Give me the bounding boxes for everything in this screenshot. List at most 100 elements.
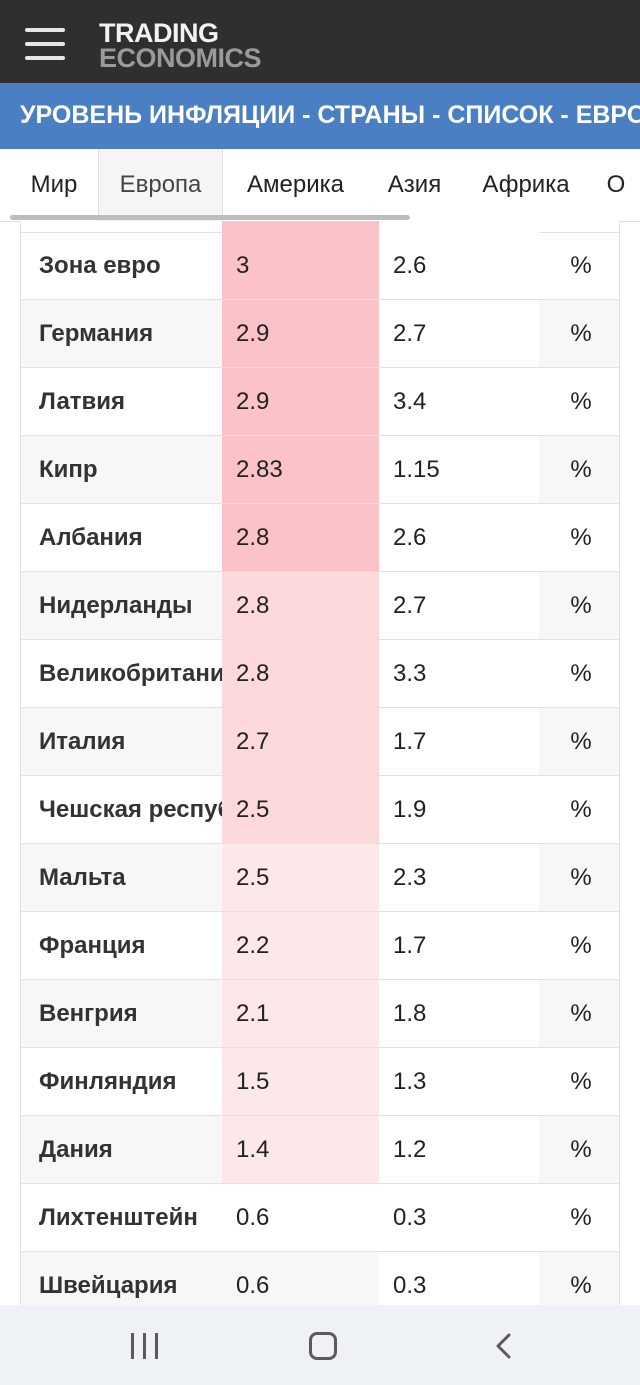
- unit-cell: %: [570, 456, 592, 483]
- unit-cell: %: [570, 1000, 592, 1027]
- back-icon[interactable]: [494, 1333, 512, 1359]
- tab-america[interactable]: Америка: [247, 171, 344, 198]
- last-value-cell: 2.1: [222, 980, 379, 1047]
- previous-value-cell: 2.3: [379, 844, 539, 911]
- last-value-cell: 2.9: [222, 368, 379, 435]
- trading-economics-logo[interactable]: TRADING ECONOMICS: [99, 18, 262, 73]
- unit-cell: %: [570, 660, 592, 687]
- tab-other[interactable]: О: [606, 171, 626, 198]
- heat-cell-partial: [222, 221, 379, 232]
- system-navigation-bar: [0, 1305, 640, 1385]
- table-row[interactable]: Дания 1.4 1.2%: [20, 1116, 620, 1184]
- unit-cell: %: [570, 388, 592, 415]
- home-icon[interactable]: [309, 1332, 337, 1360]
- last-value-cell: 2.9: [222, 300, 379, 367]
- previous-value-cell: 1.7: [379, 912, 539, 979]
- country-cell[interactable]: Албания: [39, 524, 143, 551]
- logo-line-trading: TRADING: [99, 18, 219, 48]
- table-row[interactable]: Лихтенштейн 0.6 0.3%: [20, 1184, 620, 1252]
- country-cell[interactable]: Мальта: [39, 864, 126, 891]
- table-row[interactable]: Албания 2.8 2.6%: [20, 504, 620, 572]
- country-cell[interactable]: Великобритания: [39, 660, 222, 687]
- last-value-cell: 2.8: [222, 504, 379, 571]
- table-row[interactable]: Зона евро 3 2.6%: [20, 232, 620, 300]
- table-row[interactable]: Мальта 2.5 2.3%: [20, 844, 620, 912]
- last-value-cell: 0.6: [236, 1204, 270, 1231]
- table-row[interactable]: Франция 2.2 1.7%: [20, 912, 620, 980]
- country-cell[interactable]: Кипр: [39, 456, 98, 483]
- table-row[interactable]: Кипр 2.83 1.15%: [20, 436, 620, 504]
- country-cell[interactable]: Италия: [39, 728, 126, 755]
- unit-cell: %: [570, 524, 592, 551]
- table-row[interactable]: Швейцария 0.6 0.3%: [20, 1252, 620, 1305]
- unit-cell: %: [570, 320, 592, 347]
- tab-europe[interactable]: Европа: [98, 149, 223, 221]
- last-value-cell: 2.8: [222, 640, 379, 707]
- page-title: УРОВЕНЬ ИНФЛЯЦИИ - СТРАНЫ - СПИСОК - ЕВР…: [20, 101, 640, 129]
- last-value-cell: 0.6: [236, 1272, 270, 1299]
- unit-cell: %: [570, 592, 592, 619]
- previous-value-cell: 3.3: [379, 640, 539, 707]
- unit-cell: %: [570, 932, 592, 959]
- last-value-cell: 1.5: [222, 1048, 379, 1115]
- country-cell[interactable]: Зона евро: [39, 252, 161, 279]
- previous-value-cell: 3.4: [379, 368, 539, 435]
- last-value-cell: 2.5: [222, 844, 379, 911]
- country-cell[interactable]: Франция: [39, 932, 146, 959]
- previous-value-cell: 1.2: [379, 1116, 539, 1183]
- unit-cell: %: [570, 1136, 592, 1163]
- last-value-cell: 2.7: [222, 708, 379, 775]
- country-cell[interactable]: Чешская республика: [39, 796, 222, 823]
- unit-cell: %: [570, 252, 592, 279]
- previous-value-cell: 1.7: [379, 708, 539, 775]
- unit-cell: %: [570, 728, 592, 755]
- previous-value-cell: 0.3: [379, 1184, 539, 1251]
- country-cell[interactable]: Германия: [39, 320, 154, 347]
- tab-world[interactable]: Мир: [30, 171, 78, 198]
- previous-value-cell: 1.8: [379, 980, 539, 1047]
- tab-asia[interactable]: Азия: [387, 171, 442, 198]
- recent-apps-icon[interactable]: [131, 1333, 158, 1359]
- tab-africa[interactable]: Африка: [482, 171, 570, 198]
- last-value-cell: 2.83: [222, 436, 379, 503]
- unit-cell: %: [570, 1068, 592, 1095]
- country-cell[interactable]: Лихтенштейн: [39, 1204, 198, 1231]
- country-cell[interactable]: Латвия: [39, 388, 126, 415]
- country-cell[interactable]: Венгрия: [39, 1000, 138, 1027]
- last-value-cell: 3: [222, 232, 379, 299]
- previous-value-cell: 0.3: [379, 1252, 539, 1305]
- last-value-cell: 1.4: [222, 1116, 379, 1183]
- country-cell[interactable]: Нидерланды: [39, 592, 193, 619]
- hamburger-menu-icon[interactable]: [25, 28, 65, 60]
- previous-value-cell: 2.7: [379, 572, 539, 639]
- table-row[interactable]: Латвия 2.9 3.4%: [20, 368, 620, 436]
- table-row[interactable]: Чешская республика2.51.9%: [20, 776, 620, 844]
- last-value-cell: 2.2: [222, 912, 379, 979]
- previous-value-cell: 2.6: [379, 232, 539, 299]
- country-cell[interactable]: Дания: [39, 1136, 113, 1163]
- table-row[interactable]: Германия 2.9 2.7%: [20, 300, 620, 368]
- table-row[interactable]: Финляндия 1.5 1.3%: [20, 1048, 620, 1116]
- previous-value-cell: 1.3: [379, 1048, 539, 1115]
- top-app-bar: TRADING ECONOMICS: [0, 0, 640, 83]
- region-tabs: Мир Европа Америка Азия Африка О: [0, 149, 640, 222]
- table-row[interactable]: Нидерланды 2.8 2.7%: [20, 572, 620, 640]
- previous-value-cell: 2.6: [379, 504, 539, 571]
- unit-cell: %: [570, 864, 592, 891]
- country-cell[interactable]: Швейцария: [39, 1272, 178, 1299]
- last-value-cell: 2.5: [222, 776, 379, 843]
- table-row[interactable]: Италия 2.7 1.7%: [20, 708, 620, 776]
- page-title-bar: УРОВЕНЬ ИНФЛЯЦИИ - СТРАНЫ - СПИСОК - ЕВР…: [0, 83, 640, 149]
- tabs-scroll-indicator[interactable]: [10, 215, 410, 220]
- unit-cell: %: [570, 796, 592, 823]
- table-row[interactable]: Венгрия 2.1 1.8%: [20, 980, 620, 1048]
- unit-cell: %: [570, 1272, 592, 1299]
- previous-value-cell: 2.7: [379, 300, 539, 367]
- logo-line-economics: ECONOMICS: [99, 43, 262, 73]
- country-cell[interactable]: Финляндия: [39, 1068, 177, 1095]
- previous-value-cell: 1.15: [379, 436, 539, 503]
- last-value-cell: 2.8: [222, 572, 379, 639]
- table-row[interactable]: Великобритания 2.8 3.3%: [20, 640, 620, 708]
- previous-value-cell: 1.9: [379, 776, 539, 843]
- unit-cell: %: [570, 1204, 592, 1231]
